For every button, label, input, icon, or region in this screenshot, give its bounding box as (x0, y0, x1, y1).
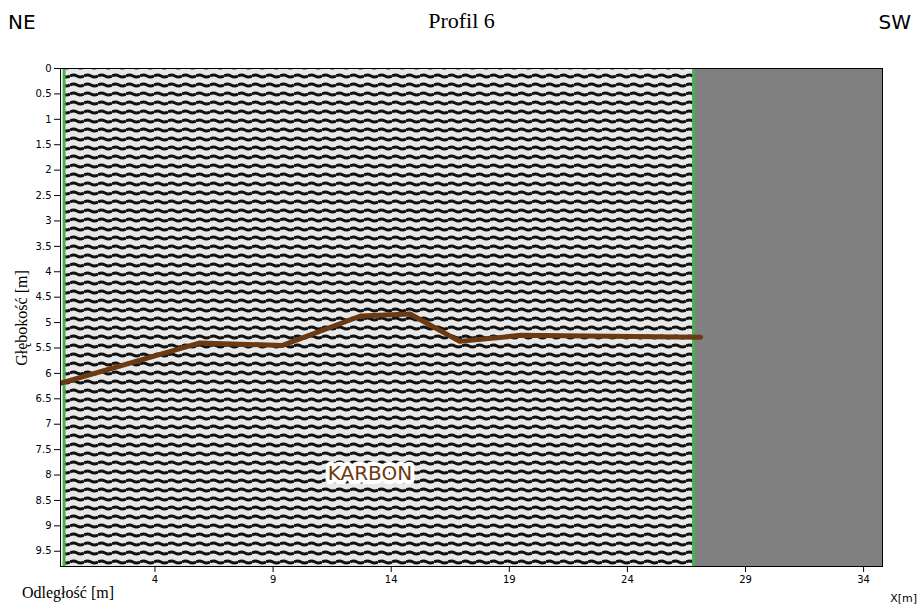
svg-text:3: 3 (45, 215, 51, 226)
svg-text:9: 9 (270, 574, 276, 585)
svg-text:6: 6 (45, 368, 51, 379)
svg-text:8.5: 8.5 (36, 495, 52, 506)
svg-text:0.5: 0.5 (36, 88, 52, 99)
svg-text:0: 0 (45, 63, 51, 74)
html-text:NE: NE (8, 10, 36, 34)
svg-text:3.5: 3.5 (36, 241, 52, 252)
svg-text:2.5: 2.5 (36, 190, 52, 201)
svg-text:1: 1 (45, 114, 51, 125)
svg-text:7.5: 7.5 (36, 444, 52, 455)
html-text:Głębokość [m]: Głębokość [m] (13, 270, 30, 366)
svg-text:7: 7 (45, 418, 51, 429)
svg-text:6.5: 6.5 (36, 393, 52, 404)
svg-text:34: 34 (857, 574, 870, 585)
html-text:Odległość [m]: Odległość [m] (22, 584, 114, 601)
svg-text:5.5: 5.5 (36, 342, 52, 353)
svg-text:8: 8 (45, 469, 51, 480)
svg-text:24: 24 (621, 574, 634, 585)
svg-text:19: 19 (503, 574, 516, 585)
svg-text:4: 4 (152, 574, 158, 585)
html-text:X[m]: X[m] (890, 592, 917, 605)
svg-text:KARBON: KARBON (328, 461, 412, 485)
svg-text:29: 29 (739, 574, 752, 585)
svg-text:5: 5 (45, 317, 51, 328)
svg-text:4: 4 (45, 266, 51, 277)
svg-text:4.5: 4.5 (36, 291, 52, 302)
svg-text:9.5: 9.5 (36, 545, 52, 556)
svg-text:2: 2 (45, 164, 51, 175)
html-text:SW: SW (878, 10, 911, 34)
html-text:Profil 6: Profil 6 (428, 8, 495, 33)
svg-text:1.5: 1.5 (36, 139, 52, 150)
svg-text:14: 14 (385, 574, 398, 585)
svg-text:9: 9 (45, 520, 51, 531)
